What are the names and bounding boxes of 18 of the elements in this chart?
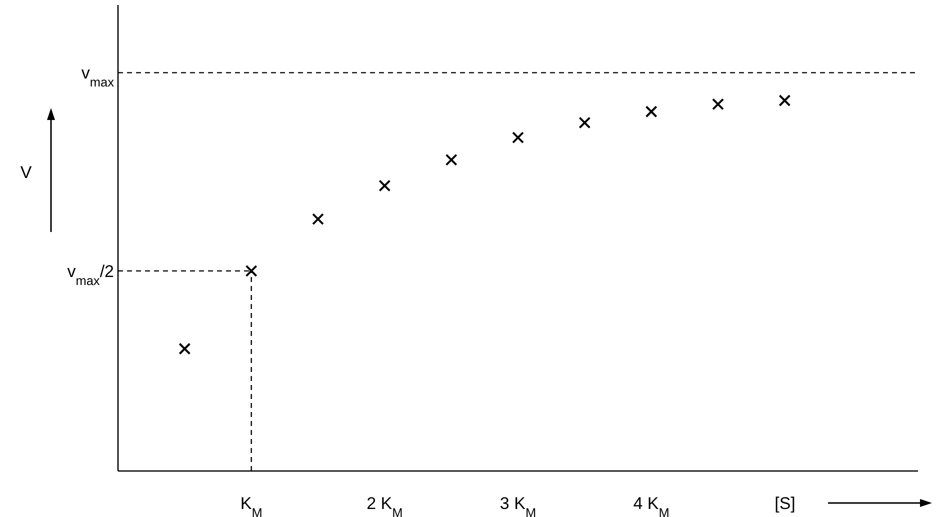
x-axis-title: [S] bbox=[774, 494, 796, 513]
text: V bbox=[20, 162, 32, 182]
x-tick-label: 2 K$_{M}$ bbox=[366, 494, 403, 517]
ref-line-label: v$_{max}$ bbox=[81, 64, 115, 90]
x-tick-label: 4 K$_{M}$ bbox=[633, 494, 670, 517]
point bbox=[178, 342, 191, 355]
point bbox=[245, 264, 258, 277]
x-tick-label: K$_{M}$ bbox=[240, 494, 262, 517]
x-tick-label: 3 K$_{M}$ bbox=[500, 494, 536, 517]
point bbox=[312, 213, 324, 226]
point bbox=[512, 132, 524, 144]
point bbox=[445, 154, 458, 166]
point bbox=[578, 116, 591, 129]
point bbox=[778, 94, 791, 106]
point bbox=[378, 180, 391, 192]
point bbox=[712, 98, 724, 110]
ref-line-label: v$_{max}$/2 bbox=[67, 262, 114, 288]
point bbox=[645, 106, 658, 118]
